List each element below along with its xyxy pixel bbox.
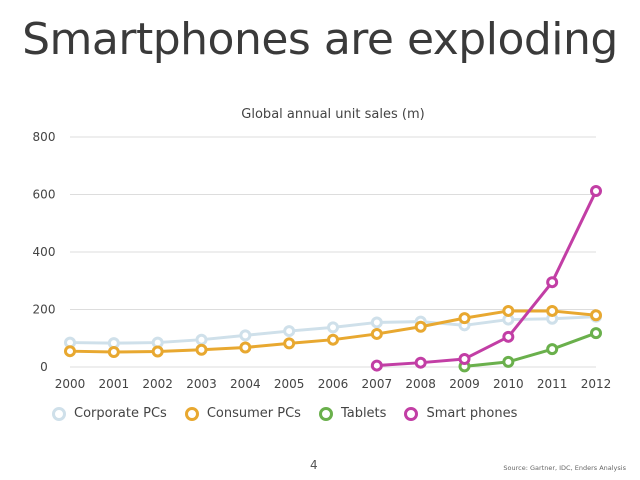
legend-marker <box>318 406 333 421</box>
x-tick-label: 2010 <box>493 377 524 391</box>
series-line <box>464 331 597 368</box>
slide-title: Smartphones are exploding <box>22 14 618 65</box>
x-tick-label: 2007 <box>362 377 393 391</box>
chart-legend: Corporate PCs Consumer PCs Tablets Smart ph… <box>52 406 535 425</box>
data-point <box>239 341 252 354</box>
data-point <box>502 355 515 368</box>
legend-item: Smart phones <box>404 406 517 421</box>
x-axis-ticks: 2000 2001 2002 2003 2004 2005 2006 2007 2008 2009… <box>55 377 612 391</box>
data-point <box>327 321 339 334</box>
legend-item: Corporate PCs <box>52 406 167 421</box>
y-axis-ticks: 0 200 400 600 800 <box>33 130 56 374</box>
series-consumer-pcs <box>64 304 602 359</box>
data-point <box>502 330 515 343</box>
data-point <box>107 346 120 359</box>
data-point <box>370 316 383 329</box>
series-tablets <box>458 327 602 373</box>
data-point <box>283 325 296 338</box>
legend-marker <box>184 406 199 421</box>
data-point <box>195 333 208 346</box>
x-tick-label: 2009 <box>449 377 480 391</box>
x-tick-label: 2001 <box>99 377 130 391</box>
legend-marker <box>52 406 66 421</box>
x-tick-label: 2012 <box>581 377 612 391</box>
x-tick-label: 2004 <box>230 377 261 391</box>
data-point <box>458 312 471 325</box>
y-tick-label: 800 <box>33 130 56 144</box>
data-point <box>546 343 559 356</box>
data-point <box>283 337 296 350</box>
x-tick-label: 2003 <box>186 377 217 391</box>
legend-label: Tablets <box>340 406 387 421</box>
legend-item: Tablets <box>318 406 387 421</box>
data-point <box>239 329 252 342</box>
data-point <box>546 276 559 289</box>
y-tick-label: 200 <box>33 303 56 317</box>
legend-item: Consumer PCs <box>184 406 301 421</box>
y-tick-label: 600 <box>33 188 56 202</box>
x-tick-label: 2000 <box>55 377 86 391</box>
legend-label: Corporate PCs <box>74 406 167 421</box>
series-line <box>376 190 598 368</box>
series-corporate-pcs <box>64 310 602 350</box>
x-tick-label: 2006 <box>318 377 349 391</box>
page-number: 4 <box>310 458 318 472</box>
data-point <box>151 345 164 358</box>
x-tick-label: 2011 <box>537 377 568 391</box>
data-point <box>370 359 383 372</box>
data-point <box>590 327 602 340</box>
x-tick-label: 2002 <box>142 377 173 391</box>
data-point <box>64 345 76 358</box>
series-smart-phones <box>370 185 602 372</box>
x-tick-label: 2008 <box>405 377 436 391</box>
series-lines <box>64 185 602 373</box>
chart-title: Global annual unit sales (m) <box>241 107 424 122</box>
y-tick-label: 0 <box>40 360 48 374</box>
data-point <box>370 327 383 340</box>
data-point <box>414 356 427 369</box>
source-note: Source: Gartner, IDC, Enders Analysis <box>503 464 626 472</box>
legend-label: Consumer PCs <box>206 406 301 421</box>
y-tick-label: 400 <box>33 245 56 259</box>
legend-label: Smart phones <box>426 406 518 421</box>
data-point <box>546 304 559 317</box>
data-point <box>590 185 602 198</box>
legend-marker <box>404 406 419 421</box>
data-point <box>327 333 339 346</box>
data-point <box>195 343 208 356</box>
data-point <box>502 304 515 317</box>
data-point <box>414 320 427 333</box>
data-point <box>458 352 471 365</box>
x-tick-label: 2005 <box>274 377 305 391</box>
data-point <box>590 309 602 322</box>
